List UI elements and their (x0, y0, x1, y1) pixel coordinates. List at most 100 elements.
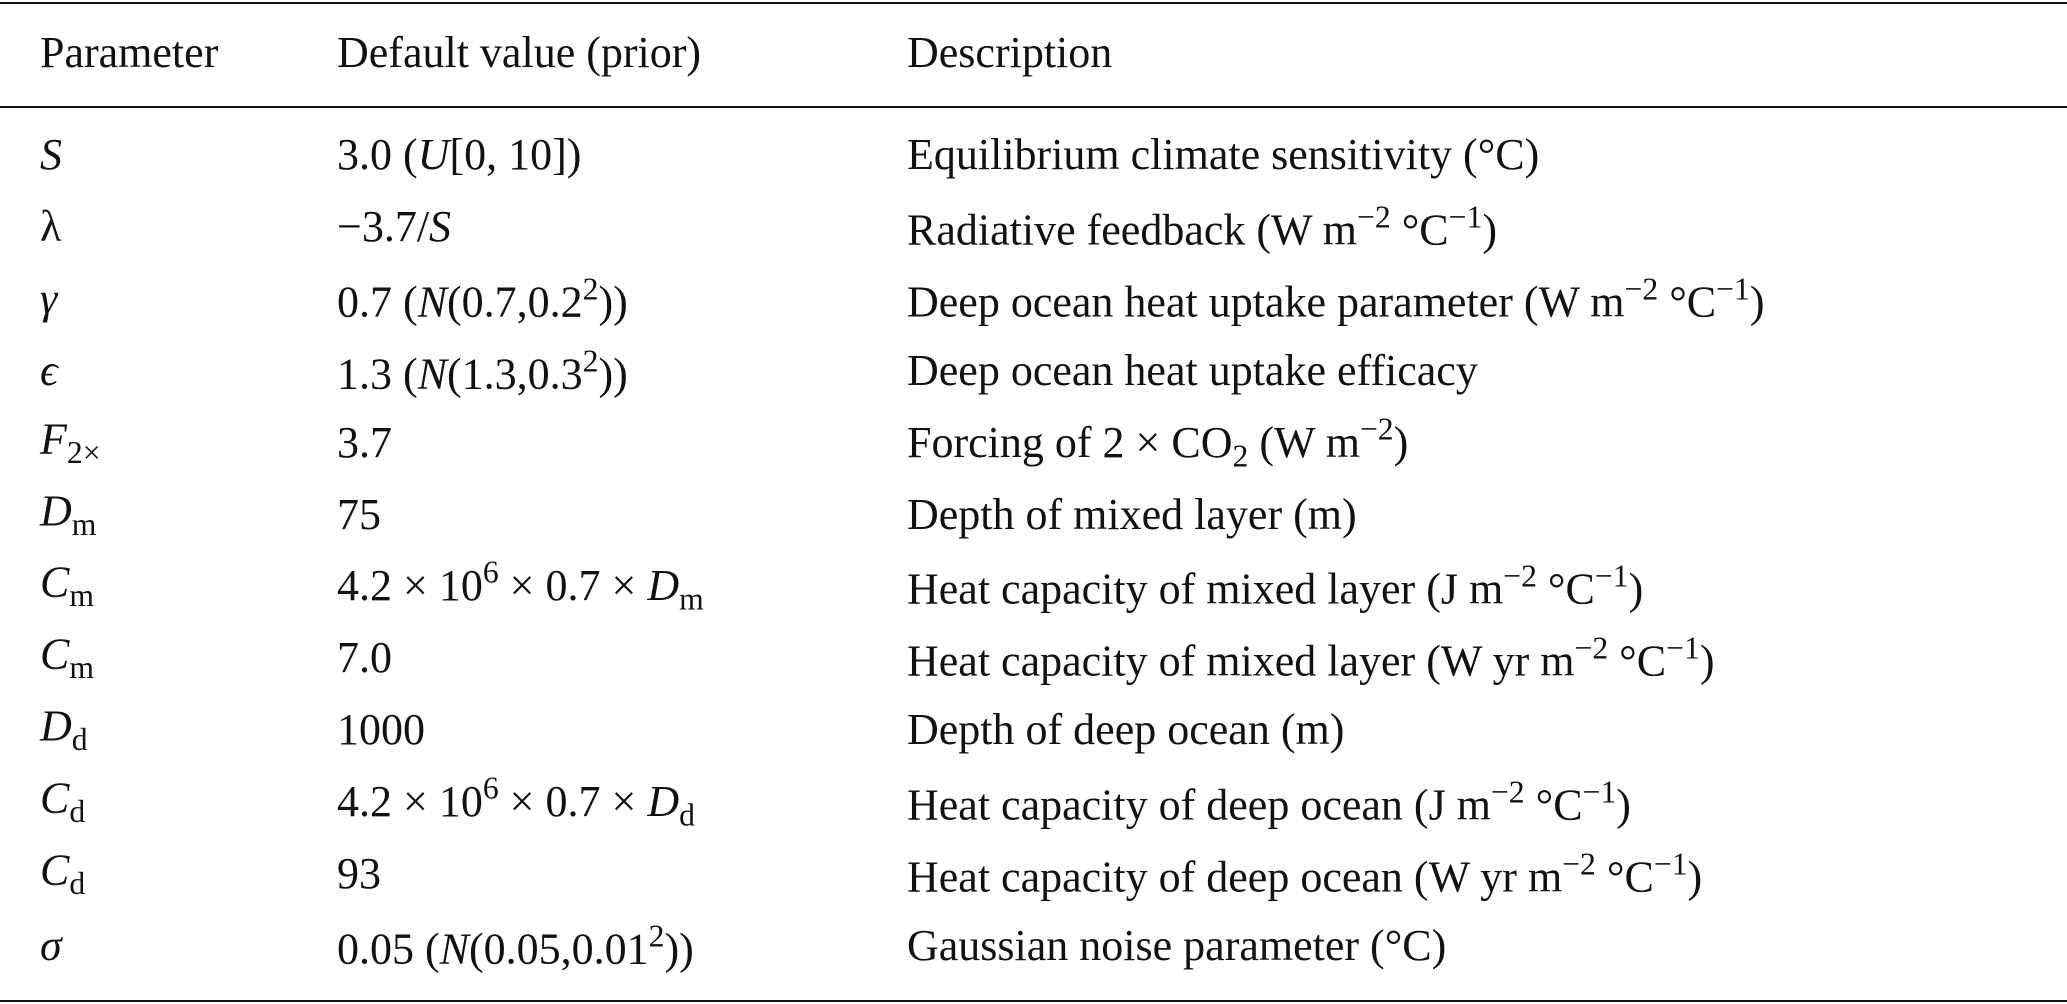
table-cell: Heat capacity of deep ocean (W yr m−2 °C… (907, 848, 1702, 899)
text-run: γ (40, 273, 58, 323)
table-cell: 3.7 (337, 420, 392, 465)
text-run: m (69, 578, 94, 614)
text-run: C (40, 629, 70, 679)
text-run: 4.2 × 10 (337, 561, 483, 611)
text-run: −2 (1503, 558, 1537, 594)
text-run: Heat capacity of deep ocean (J m (907, 780, 1491, 830)
table-cell: Deep ocean heat uptake parameter (W m−2 … (907, 273, 1765, 324)
text-run: Deep ocean heat uptake parameter (W m (907, 277, 1625, 327)
text-run: 3.0 ( (337, 130, 418, 179)
text-run: °C (1595, 852, 1654, 902)
table-cell: Gaussian noise parameter (°C) (907, 920, 1447, 970)
text-run: −2 (1357, 199, 1391, 235)
text-run: −1 (1666, 630, 1700, 666)
table-cell: Heat capacity of mixed layer (J m−2 °C−1… (907, 558, 1644, 615)
header-cell: Default value (prior) (337, 28, 702, 77)
text-run: Radiative feedback (W m (907, 205, 1357, 255)
table-cell: λ (40, 204, 61, 249)
header-rule (0, 106, 2067, 108)
table-cell: Radiative feedback (W m−2 °C−1) (907, 201, 1497, 252)
table-cell: σ (40, 923, 62, 968)
text-run: 1.3 ( (337, 349, 418, 399)
text-run: S (40, 130, 62, 179)
text-run: °C (1390, 205, 1449, 255)
table-cell: 4.2 × 106 × 0.7 × Dm (337, 557, 704, 616)
table-cell: 1.3 (N(1.3,0.32)) (337, 345, 628, 396)
text-run: (0.7,0.2 (447, 277, 583, 327)
text-run: Gaussian noise parameter (°C) (907, 920, 1447, 970)
text-run: Heat capacity of mixed layer (W yr m (907, 637, 1575, 687)
table-cell: γ (40, 273, 58, 323)
text-run: −1 (1448, 199, 1483, 235)
text-run: °C (1658, 277, 1717, 327)
text-run: U (417, 130, 450, 179)
table-cell: ϵ (40, 348, 58, 393)
text-run: d (679, 797, 695, 833)
text-run: d (69, 794, 86, 829)
text-run: D (40, 701, 72, 751)
table-cell: Heat capacity of mixed layer (W yr m−2 °… (907, 630, 1714, 687)
text-run: N (439, 924, 470, 974)
text-run: F (40, 414, 67, 463)
table-cell: S (40, 133, 62, 177)
text-run: C (40, 845, 70, 895)
table-cell: Depth of deep ocean (m) (907, 708, 1344, 752)
table-cell: 1000 (337, 708, 425, 752)
text-run: 2 (582, 342, 599, 378)
text-run: 0.7 ( (337, 277, 418, 327)
table-cell: Cd (40, 776, 86, 829)
table-cell: Equilibrium climate sensitivity (°C) (907, 133, 1539, 177)
text-run: ) (1393, 417, 1409, 467)
text-run: ) (1628, 565, 1644, 615)
text-run: d (69, 865, 86, 901)
text-run: Depth of mixed layer (m) (907, 489, 1357, 539)
text-run: )) (598, 277, 628, 327)
text-run: D (647, 561, 680, 611)
text-run: −2 (1624, 271, 1659, 307)
text-run: d (71, 722, 88, 758)
text-run: −2 (1574, 630, 1609, 666)
table-cell: Forcing of 2 × CO2 (W m−2) (907, 413, 1408, 472)
text-run: (1.3,0.3 (447, 349, 583, 399)
table-cell: −3.7/S (337, 201, 451, 251)
text-run: °C (1536, 565, 1595, 615)
text-run: N (417, 277, 448, 327)
text-run: −3.7/ (337, 201, 430, 251)
text-run: 6 (482, 770, 499, 806)
text-run: D (647, 777, 680, 827)
text-run: × 0.7 × (498, 561, 648, 611)
text-run: ) (1687, 852, 1703, 902)
text-run: 75 (337, 489, 381, 539)
text-run: 93 (337, 849, 381, 898)
text-run: Heat capacity of deep ocean (W yr m (907, 852, 1563, 902)
table-cell: 0.05 (N(0.05,0.012)) (337, 920, 694, 971)
text-run: )) (664, 924, 694, 974)
text-run: −1 (1582, 774, 1617, 810)
text-run: Forcing of 2 × CO (907, 417, 1233, 467)
header-cell: Description (907, 28, 1113, 77)
text-run: °C (1524, 780, 1583, 830)
text-run: 6 (482, 555, 499, 591)
text-run: Heat capacity of mixed layer (J m (907, 565, 1504, 615)
text-run: −1 (1653, 846, 1688, 882)
text-run: Depth of deep ocean (m) (907, 705, 1345, 755)
table-cell: F2× (40, 417, 101, 468)
text-run: 2 (1232, 438, 1249, 474)
text-run: N (417, 349, 448, 399)
table-cell: Heat capacity of deep ocean (J m−2 °C−1) (907, 776, 1631, 827)
table-cell: Dd (40, 701, 88, 758)
text-run: −2 (1562, 846, 1596, 882)
text-run: Equilibrium climate sensitivity (°C) (907, 130, 1540, 179)
table-cell: 4.2 × 106 × 0.7 × Dd (337, 770, 695, 833)
text-run: ) (1616, 780, 1631, 830)
text-run: (W m (1248, 417, 1360, 467)
table-cell: Depth of mixed layer (m) (907, 489, 1357, 539)
table-cell: 7.0 (337, 636, 392, 680)
table-cell: 93 (337, 852, 381, 896)
header-cell: Parameter (40, 28, 219, 77)
text-run: )) (598, 349, 628, 399)
text-run: −2 (1490, 774, 1525, 810)
text-run: 2× (66, 434, 101, 470)
text-run: 2 (582, 271, 599, 307)
